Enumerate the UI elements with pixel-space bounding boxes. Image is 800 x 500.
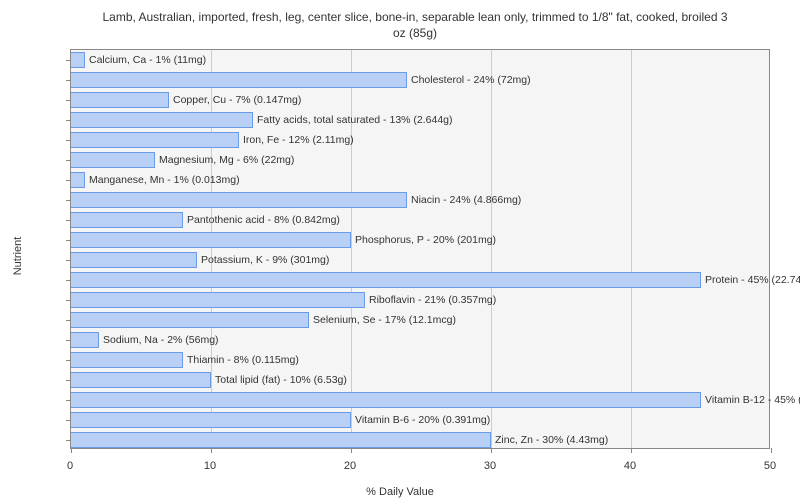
nutrient-bar	[71, 372, 211, 388]
y-tick-mark	[66, 300, 71, 301]
nutrient-bar-label: Vitamin B-6 - 20% (0.391mg)	[351, 412, 490, 428]
x-tick-label: 10	[204, 460, 216, 472]
nutrient-bar	[71, 132, 239, 148]
nutrient-bar	[71, 72, 407, 88]
nutrient-bar-label: Thiamin - 8% (0.115mg)	[183, 352, 299, 368]
x-tick-label: 0	[67, 460, 73, 472]
nutrient-bar-label: Protein - 45% (22.74g)	[701, 272, 800, 288]
x-axis-label: % Daily Value	[366, 486, 434, 498]
y-tick-mark	[66, 200, 71, 201]
nutrient-bar-label: Fatty acids, total saturated - 13% (2.64…	[253, 112, 453, 128]
nutrient-bar-label: Vitamin B-12 - 45% (2.71mcg)	[701, 392, 800, 408]
nutrient-bar	[71, 392, 701, 408]
y-tick-mark	[66, 360, 71, 361]
y-tick-mark	[66, 440, 71, 441]
nutrient-bar-label: Zinc, Zn - 30% (4.43mg)	[491, 432, 608, 448]
plot-area: Calcium, Ca - 1% (11mg) Cholesterol - 24%…	[70, 49, 770, 449]
y-tick-mark	[66, 60, 71, 61]
y-tick-mark	[66, 340, 71, 341]
nutrient-bar-label: Calcium, Ca - 1% (11mg)	[85, 52, 206, 68]
nutrient-bar	[71, 312, 309, 328]
nutrient-bar	[71, 272, 701, 288]
nutrient-bar-label: Iron, Fe - 12% (2.11mg)	[239, 132, 354, 148]
y-tick-mark	[66, 280, 71, 281]
nutrient-bar-label: Manganese, Mn - 1% (0.013mg)	[85, 172, 240, 188]
x-tick-label: 40	[624, 460, 636, 472]
y-tick-mark	[66, 220, 71, 221]
nutrient-bar	[71, 332, 99, 348]
x-tick-mark	[71, 448, 72, 453]
y-tick-mark	[66, 100, 71, 101]
chart-title: Lamb, Australian, imported, fresh, leg, …	[60, 10, 770, 49]
nutrient-bar	[71, 412, 351, 428]
y-tick-mark	[66, 140, 71, 141]
nutrient-bar-label: Niacin - 24% (4.866mg)	[407, 192, 521, 208]
y-tick-mark	[66, 240, 71, 241]
y-tick-mark	[66, 260, 71, 261]
y-axis-label: Nutrient	[12, 237, 24, 276]
y-tick-mark	[66, 380, 71, 381]
nutrient-bar-label: Selenium, Se - 17% (12.1mcg)	[309, 312, 456, 328]
x-tick-label: 50	[764, 460, 776, 472]
nutrient-bar	[71, 432, 491, 448]
nutrient-bar	[71, 192, 407, 208]
gridline	[211, 50, 212, 448]
y-tick-mark	[66, 80, 71, 81]
nutrient-bar-label: Sodium, Na - 2% (56mg)	[99, 332, 219, 348]
nutrient-bar-label: Potassium, K - 9% (301mg)	[197, 252, 329, 268]
x-tick-label: 30	[484, 460, 496, 472]
nutrition-chart: Lamb, Australian, imported, fresh, leg, …	[0, 0, 800, 500]
nutrient-bar	[71, 232, 351, 248]
nutrient-bar	[71, 212, 183, 228]
nutrient-bar	[71, 172, 85, 188]
gridline	[491, 50, 492, 448]
gridline	[631, 50, 632, 448]
y-tick-mark	[66, 320, 71, 321]
nutrient-bar-label: Copper, Cu - 7% (0.147mg)	[169, 92, 301, 108]
nutrient-bar	[71, 352, 183, 368]
nutrient-bar	[71, 92, 169, 108]
nutrient-bar-label: Cholesterol - 24% (72mg)	[407, 72, 531, 88]
nutrient-bar	[71, 292, 365, 308]
x-tick-label: 20	[344, 460, 356, 472]
y-tick-mark	[66, 120, 71, 121]
nutrient-bar	[71, 112, 253, 128]
nutrient-bar-label: Phosphorus, P - 20% (201mg)	[351, 232, 496, 248]
nutrient-bar-label: Total lipid (fat) - 10% (6.53g)	[211, 372, 347, 388]
gridline	[351, 50, 352, 448]
x-axis: 01020304050	[70, 460, 770, 480]
x-tick-mark	[771, 448, 772, 453]
y-tick-mark	[66, 160, 71, 161]
x-tick-mark	[631, 448, 632, 453]
y-tick-mark	[66, 400, 71, 401]
nutrient-bar	[71, 252, 197, 268]
y-tick-mark	[66, 420, 71, 421]
x-tick-mark	[491, 448, 492, 453]
nutrient-bar	[71, 152, 155, 168]
y-tick-mark	[66, 180, 71, 181]
x-tick-mark	[351, 448, 352, 453]
nutrient-bar	[71, 52, 85, 68]
x-tick-mark	[211, 448, 212, 453]
nutrient-bar-label: Riboflavin - 21% (0.357mg)	[365, 292, 496, 308]
nutrient-bar-label: Magnesium, Mg - 6% (22mg)	[155, 152, 294, 168]
nutrient-bar-label: Pantothenic acid - 8% (0.842mg)	[183, 212, 340, 228]
